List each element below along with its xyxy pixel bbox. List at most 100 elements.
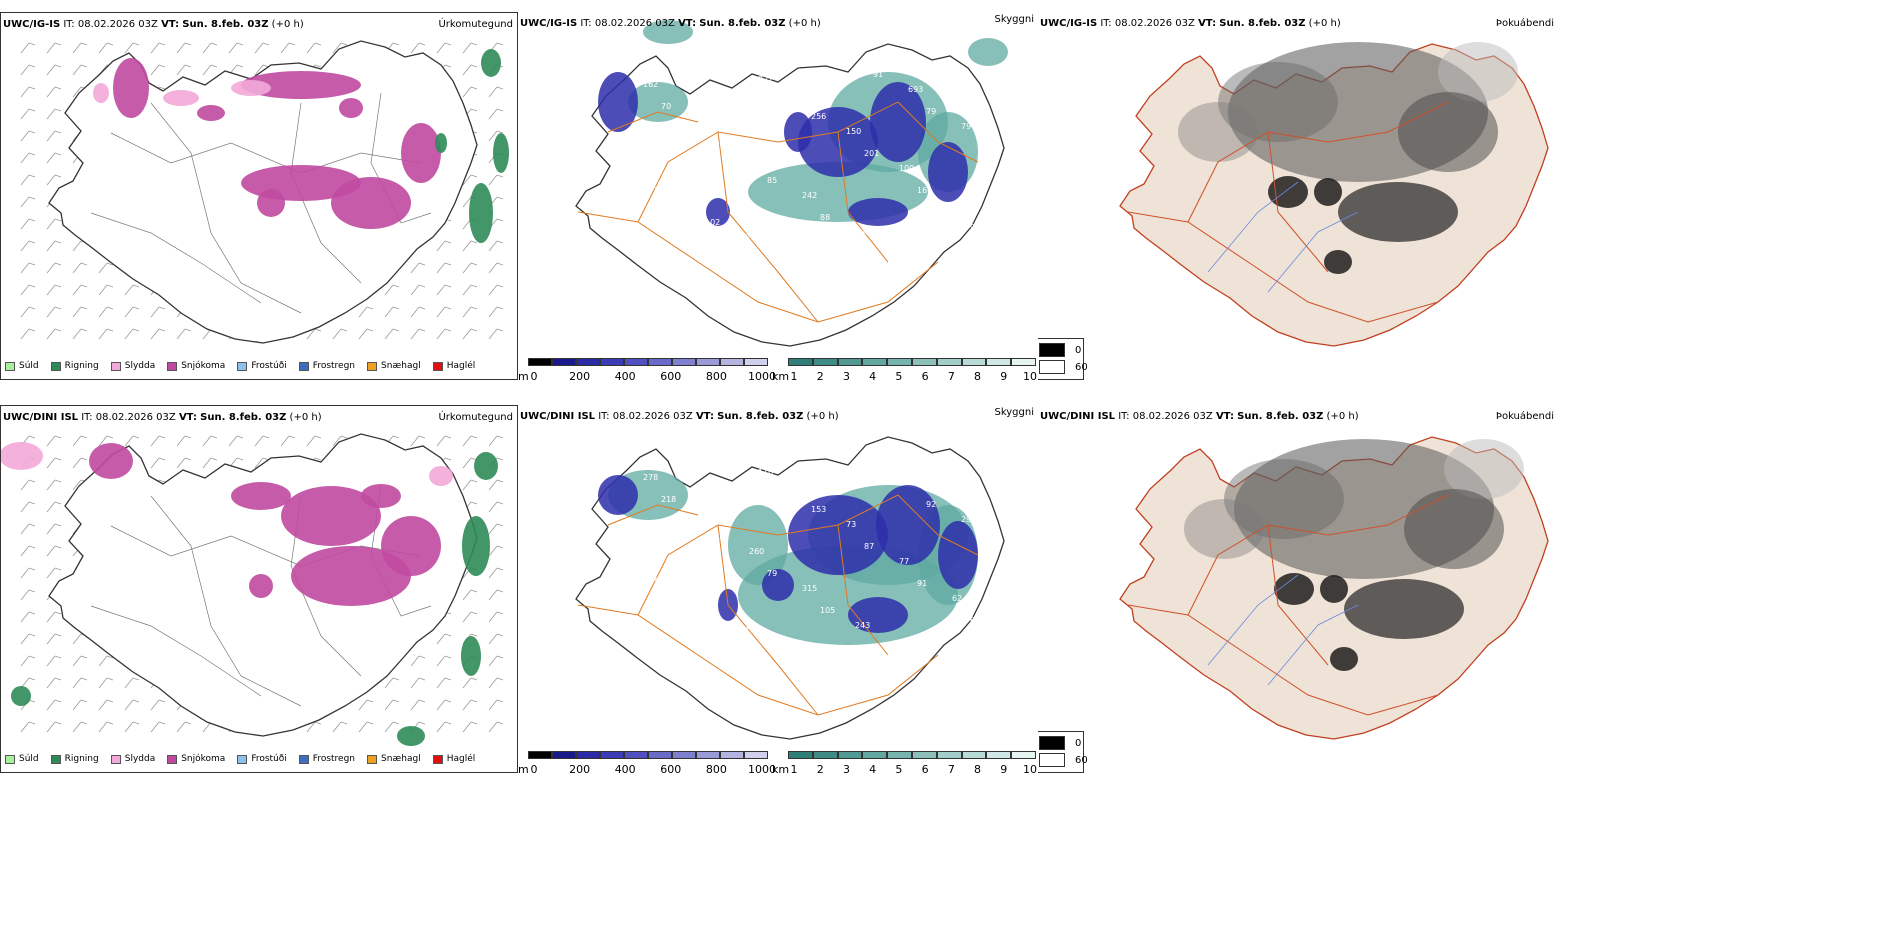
panel-variable-title: Úrkomutegund xyxy=(438,19,513,30)
ceiling-value-label: 83 xyxy=(979,144,989,153)
precip-legend-swatch xyxy=(50,361,61,371)
road-network xyxy=(1127,101,1449,323)
panel-variable-title: Skyggni xyxy=(994,14,1034,25)
fog-legend-light-swatch xyxy=(1039,753,1065,767)
precip-legend-swatch xyxy=(237,754,248,764)
colorbar-segment xyxy=(1011,358,1036,366)
colorbar-unit: km xyxy=(772,370,790,380)
fog-legend: 0 60 xyxy=(1038,731,1088,773)
colorbar-tick-label: 10 xyxy=(1023,763,1037,773)
panel-title: UWC/DINI ISL IT: 08.02.2026 03Z VT: Sun.… xyxy=(520,411,839,422)
precip-legend-swatch xyxy=(237,361,248,371)
precip-legend-swatch xyxy=(367,361,378,371)
precip-legend-item: Frostúði xyxy=(237,361,287,371)
ceiling-value-label: 153 xyxy=(811,505,826,514)
ceiling-value-label: 163 xyxy=(687,589,702,598)
ceiling-value-label: 201 xyxy=(864,149,879,158)
panel-variable-title: Þokuábendi xyxy=(1495,18,1554,29)
visibility-map-top: 138 70 66 85 88 91 79 83 159 102 221 256 201 161 96 162… xyxy=(575,20,1008,347)
ceiling-value-label: 127 xyxy=(714,532,729,541)
colorbar-segment xyxy=(528,751,552,759)
colorbar-tick-label: 1000 xyxy=(748,763,776,773)
ceiling-value-label: 218 xyxy=(661,495,676,504)
colorbar-tick-label: 800 xyxy=(705,370,727,380)
colorbar-segment xyxy=(552,751,576,759)
colorbar-tick-label: 9 xyxy=(1000,370,1008,380)
precip-legend-item: Frostregn xyxy=(298,361,355,371)
colorbar-segment xyxy=(837,751,863,759)
precip-legend-label: Slydda xyxy=(124,361,156,371)
road-network xyxy=(577,494,979,716)
precip-legend-swatch xyxy=(298,754,309,764)
colorbar-tick-label: 6 xyxy=(921,763,929,773)
colorbar-tick-label: 9 xyxy=(1000,763,1008,773)
visibility-colorbar: km 1 2 3 4 5 6 7 8 9 10 xyxy=(772,751,1037,773)
ceiling-value-label: 346 xyxy=(749,154,764,163)
ceiling-value-label: 60 xyxy=(970,616,980,625)
colorbar-segment xyxy=(720,358,744,366)
precip-legend: Súld Rigning Slydda Snjókoma Frostúði Frostre… xyxy=(5,361,475,371)
precip-legend-label: Rigning xyxy=(64,361,99,371)
ceiling-value-labels: 133 218 127 79 105 81 92 107 96 72 110 153 87 91 60 278… xyxy=(608,458,994,640)
precip-legend-swatch xyxy=(167,754,178,764)
ceiling-value-label: 133 xyxy=(696,117,711,126)
ceiling-value-label: 693 xyxy=(908,85,923,94)
colorbar-segment xyxy=(648,751,672,759)
precip-legend-label: Haglél xyxy=(446,754,476,764)
colorbar-segment xyxy=(986,751,1012,759)
ceiling-value-label: 79 xyxy=(961,122,971,131)
colorbar-segment xyxy=(744,751,768,759)
colorbar-tick-label: 1 xyxy=(790,370,798,380)
precip-legend-item: Snjókoma xyxy=(167,754,225,764)
precip-legend-item: Snjókoma xyxy=(167,361,225,371)
precip-legend-item: Slydda xyxy=(110,754,155,764)
ceiling-value-label: 149 xyxy=(908,478,923,487)
ceiling-value-label: 73 xyxy=(846,520,856,529)
ceiling-value-label: 77 xyxy=(899,557,909,566)
colorbar-segment xyxy=(887,751,912,759)
colorbar-unit: m xyxy=(518,370,529,380)
ceiling-value-label: 159 xyxy=(652,181,667,190)
colorbar-segment xyxy=(552,358,576,366)
precip-areas xyxy=(93,49,509,243)
colorbar-tick-label: 800 xyxy=(705,763,727,773)
colorbar-segment xyxy=(812,751,838,759)
ceiling-value-label: 315 xyxy=(802,584,817,593)
colorbar-tick-label: 7 xyxy=(947,763,955,773)
colorbar-tick-label: 200 xyxy=(569,370,591,380)
precip-legend-item: Frostregn xyxy=(298,754,355,764)
precip-legend-label: Rigning xyxy=(64,754,99,764)
ceiling-colorbar: m 0 200 400 600 800 1000 xyxy=(518,358,776,380)
ceiling-value-label: 150 xyxy=(846,127,861,136)
precip-legend-item: Snæhagl xyxy=(367,754,421,764)
colorbar-tick-label: 8 xyxy=(974,370,982,380)
colorbar-tick-label: 4 xyxy=(869,370,877,380)
colorbar-segment xyxy=(600,358,624,366)
visibility-map-bottom: 133 218 127 79 105 81 92 107 96 72 110 153 87 91 60 278… xyxy=(575,436,1005,740)
colorbar-segment xyxy=(788,751,813,759)
low-ceiling-areas xyxy=(598,72,968,226)
ceiling-value-label: 81 xyxy=(873,463,883,472)
ceiling-value-label: 242 xyxy=(802,191,817,200)
colorbar-segment xyxy=(576,751,600,759)
colorbar-segment xyxy=(862,751,888,759)
colorbar-segment xyxy=(648,358,672,366)
precip-legend: Súld Rigning Slydda Snjókoma Frostúði Frostre… xyxy=(5,754,475,764)
ceiling-value-label: 91 xyxy=(873,70,883,79)
ceiling-value-label: 88 xyxy=(820,213,830,222)
ceiling-value-label: 278 xyxy=(643,473,658,482)
colorbar-segment xyxy=(812,358,838,366)
colorbar-tick-label: 10 xyxy=(1023,370,1037,380)
colorbar-tick-label: 5 xyxy=(895,763,903,773)
colorbar-tick-label: 600 xyxy=(660,370,682,380)
fog-panel-top: UWC/IG-IS IT: 08.02.2026 03Z VT: Sun. 8.… xyxy=(1038,12,1558,380)
rivers xyxy=(1207,574,1359,686)
colorbar-segment xyxy=(936,358,962,366)
colorbar-tick-label: 4 xyxy=(869,763,877,773)
colorbar-tick-label: 1 xyxy=(790,763,798,773)
panel-title: UWC/DINI ISL IT: 08.02.2026 03Z VT: Sun.… xyxy=(3,412,322,423)
colorbar-tick-label: 2 xyxy=(816,370,824,380)
colorbar-tick-label: 1000 xyxy=(748,370,776,380)
colorbar-segment xyxy=(936,751,962,759)
colorbar-segment xyxy=(986,358,1012,366)
